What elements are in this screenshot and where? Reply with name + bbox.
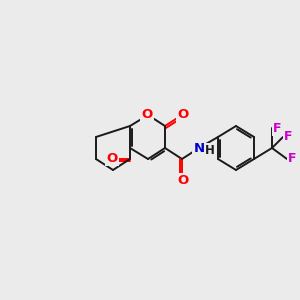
Text: F: F: [273, 122, 281, 134]
Text: H: H: [205, 143, 215, 157]
Text: F: F: [284, 130, 292, 143]
Text: O: O: [177, 175, 189, 188]
Text: N: N: [194, 142, 205, 154]
Text: O: O: [177, 109, 189, 122]
Text: F: F: [288, 152, 296, 166]
Text: O: O: [106, 152, 118, 164]
Text: O: O: [141, 107, 153, 121]
